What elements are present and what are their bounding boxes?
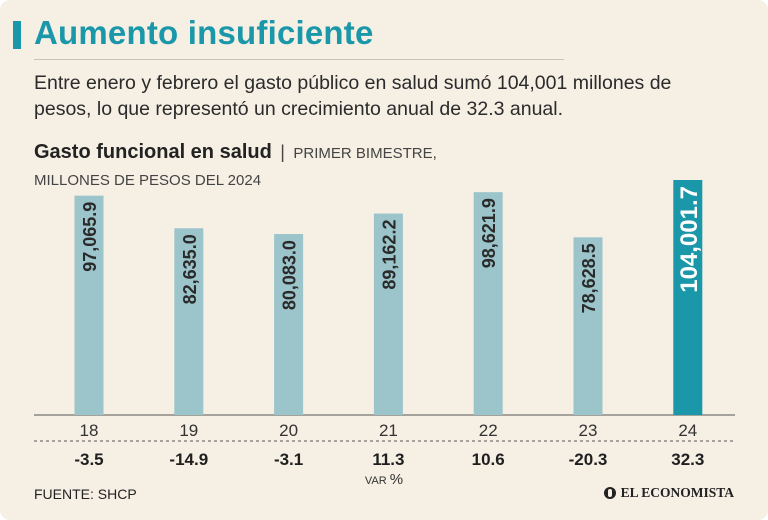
x-tick-label-18: 18: [80, 421, 99, 440]
bar-value-label-24: 104,001.7: [676, 186, 703, 293]
bar-value-label-19: 82,635.0: [180, 234, 200, 304]
chart-subtitle-line1: PRIMER BIMESTRE,: [293, 145, 437, 162]
variation-value-20: -3.1: [274, 450, 303, 469]
bar-24: [673, 180, 703, 415]
bar-value-label-18: 97,065.9: [80, 202, 100, 272]
bar-21: [373, 213, 403, 415]
title-accent-bar: [13, 21, 21, 49]
bar-19: [174, 228, 204, 415]
variation-label: VAR %: [365, 471, 403, 488]
variation-value-22: 10.6: [472, 450, 505, 469]
x-tick-label-20: 20: [279, 421, 298, 440]
chart-subtitle-line2: MILLONES DE PESOS DEL 2024: [34, 172, 262, 189]
bar-value-label-21: 89,162.2: [379, 220, 399, 290]
variation-value-19: -14.9: [169, 450, 208, 469]
bar-20: [274, 234, 304, 415]
publisher-logo: EL ECONOMISTA: [603, 485, 734, 501]
logo-mark-icon: [603, 487, 616, 499]
chart-title: Gasto funcional en salud: [34, 141, 272, 163]
x-tick-label-19: 19: [179, 421, 198, 440]
page-title: Aumento insuficiente: [34, 14, 374, 51]
variation-value-21: 11.3: [372, 450, 404, 469]
bar-value-label-23: 78,628.5: [579, 243, 599, 313]
x-tick-label-23: 23: [579, 421, 598, 440]
bar-value-label-22: 98,621.9: [479, 198, 499, 268]
bar-22: [473, 192, 503, 415]
variation-value-18: -3.5: [74, 450, 103, 469]
logo-text: EL ECONOMISTA: [620, 485, 734, 500]
chart-heading: Gasto funcional en salud | PRIMER BIMEST…: [34, 141, 437, 164]
x-tick-label-24: 24: [678, 421, 697, 440]
x-tick-label-21: 21: [379, 421, 398, 440]
variation-value-24: 32.3: [671, 450, 704, 469]
bar-23: [573, 237, 603, 415]
title-divider: [34, 59, 564, 60]
source-note: FUENTE: SHCP: [34, 486, 137, 502]
chart-heading-separator: |: [280, 142, 285, 162]
bar-18: [74, 195, 104, 415]
x-tick-label-22: 22: [479, 421, 498, 440]
bar-value-label-20: 80,083.0: [280, 240, 300, 310]
summary-text: Entre enero y febrero el gasto público e…: [34, 72, 672, 120]
variation-value-23: -20.3: [569, 450, 608, 469]
